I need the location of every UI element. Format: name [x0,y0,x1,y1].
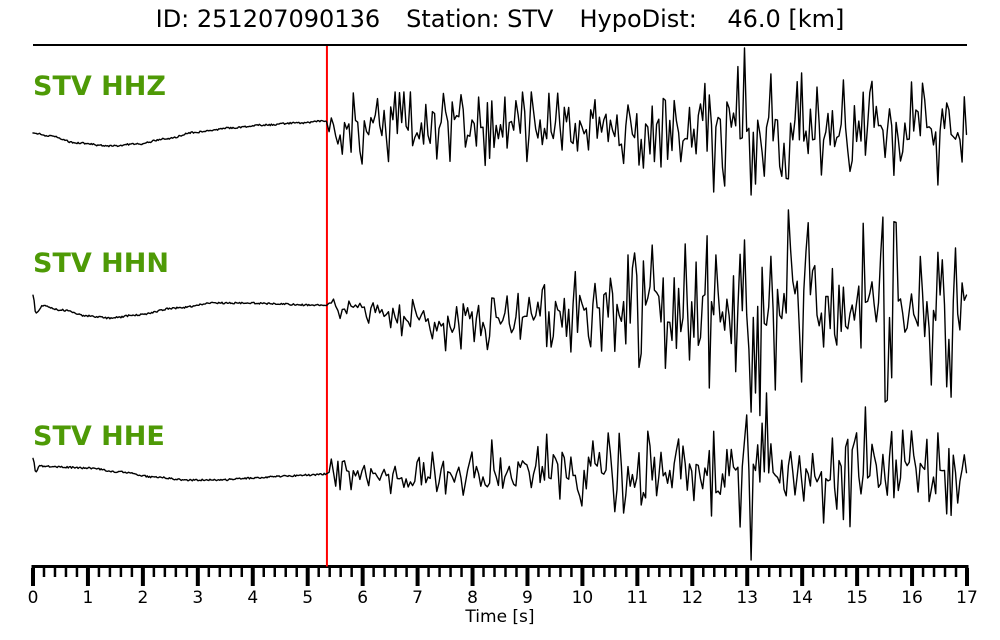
figure-title: ID: 251207090136 Station: STV HypoDist: … [0,5,1000,33]
waveform-trace-hhz [32,47,968,196]
x-axis-tick-label: 7 [412,588,423,608]
event-id-label: ID: 251207090136 [155,5,381,33]
x-axis-tick-label: 2 [137,588,148,608]
x-axis-tick-label: 4 [247,588,258,608]
header-rule [33,44,967,46]
x-axis-tick-label: 11 [627,588,649,608]
x-axis-tick-label: 15 [846,588,868,608]
channel-label-hhz: STV HHZ [33,71,166,102]
x-axis-title: Time [s] [464,607,534,627]
hypodist-label: HypoDist: 46.0 [km] [579,5,845,33]
x-axis-tick-label: 10 [572,588,594,608]
x-axis-tick-label: 12 [681,588,703,608]
x-axis-tick-label: 5 [302,588,313,608]
waveform-trace-hhe [32,392,968,561]
x-axis-tick-label: 13 [736,588,758,608]
x-axis-tick-label: 17 [956,588,978,608]
x-axis-tick-label: 3 [192,588,203,608]
channel-label-hhn: STV HHN [33,248,169,279]
x-axis-tick-label: 6 [357,588,368,608]
station-label: Station: STV [406,5,554,33]
x-axis-tick-label: 16 [901,588,923,608]
x-axis-tick-label: 1 [83,588,94,608]
x-axis-tick-label: 8 [467,588,478,608]
x-axis-tick-label: 0 [28,588,39,608]
x-axis-tick-label: 14 [791,588,813,608]
channel-label-hhe: STV HHE [33,421,165,452]
x-axis-tick-label: 9 [522,588,533,608]
waveform-trace-hhn [32,209,968,417]
